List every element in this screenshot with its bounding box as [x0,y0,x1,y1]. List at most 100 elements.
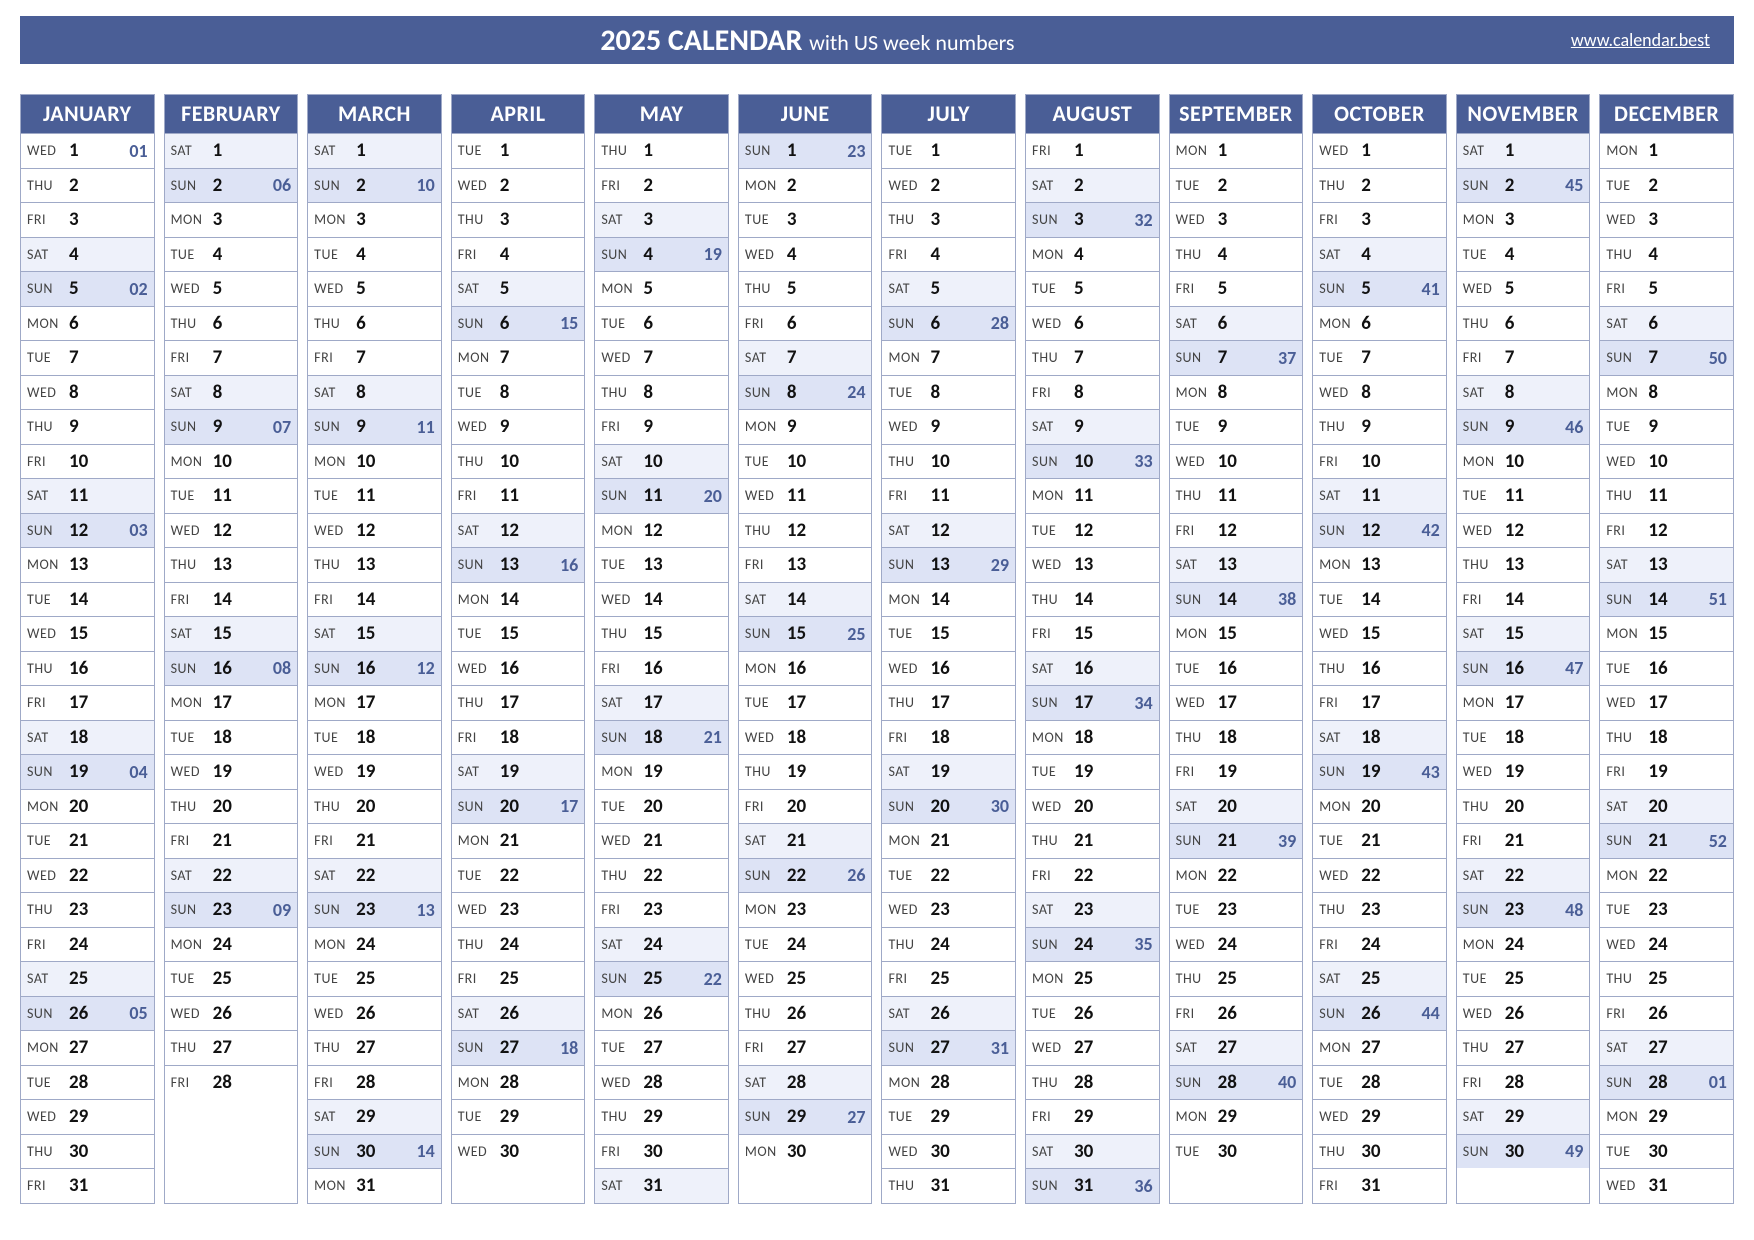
day-number: 18 [498,726,579,749]
day-number: 17 [928,691,1009,714]
day-of-week-label: SUN [1319,280,1359,297]
day-number: 3 [354,208,435,231]
day-row: THU21 [1026,823,1159,858]
header-link[interactable]: www.calendar.best [1571,29,1710,51]
day-number: 29 [641,1105,722,1128]
day-of-week-label: SAT [458,280,498,297]
day-row: WED101 [21,133,154,168]
day-row: THU4 [1170,237,1303,272]
day-of-week-label: WED [171,763,211,780]
day-of-week-label: MON [314,694,354,711]
day-row: WED2 [882,168,1015,203]
day-number: 4 [67,243,148,266]
day-row: MON1 [1170,133,1303,168]
day-row: THU2 [1313,168,1446,203]
day-row: WED19 [308,754,441,789]
day-row: SAT27 [1600,1030,1733,1065]
day-number: 30 [1503,1140,1556,1163]
day-number: 25 [1359,967,1440,990]
day-number: 25 [498,967,579,990]
day-number: 18 [1216,726,1297,749]
day-of-week-label: WED [1606,453,1646,470]
day-row: FRI4 [882,237,1015,272]
day-number: 30 [1359,1140,1440,1163]
day-of-week-label: SUN [1032,211,1072,228]
day-of-week-label: THU [1319,660,1359,677]
day-number: 25 [211,967,292,990]
day-number: 1 [1216,139,1297,162]
day-of-week-label: MON [314,1177,354,1194]
day-of-week-label: SAT [1032,418,1072,435]
week-number: 32 [1125,209,1153,231]
day-number: 1 [1503,139,1584,162]
day-number: 2 [1503,174,1556,197]
day-number: 7 [354,346,435,369]
day-row: WED30 [882,1134,1015,1169]
day-number: 25 [1646,967,1727,990]
day-row: MON4 [1026,237,1159,272]
day-number: 16 [1072,657,1153,680]
day-row: SAT12 [452,513,585,548]
day-number: 21 [1359,829,1440,852]
day-of-week-label: WED [745,970,785,987]
day-row: TUE28 [1313,1065,1446,1100]
day-of-week-label: WED [458,901,498,918]
day-row: SAT2 [1026,168,1159,203]
day-number: 12 [1359,519,1412,542]
day-row: FRI9 [595,409,728,444]
day-number: 11 [1503,484,1584,507]
day-number: 20 [1503,795,1584,818]
day-of-week-label: SUN [888,556,928,573]
day-row: MON14 [882,582,1015,617]
day-number: 14 [67,588,148,611]
day-row: TUE23 [1170,892,1303,927]
day-number: 19 [1646,760,1727,783]
day-number: 7 [1646,346,1699,369]
day-number: 5 [1359,277,1412,300]
day-row: MON17 [165,685,298,720]
day-of-week-label: SAT [888,522,928,539]
day-of-week-label: SUN [1319,522,1359,539]
day-of-week-label: WED [888,177,928,194]
day-row: WED19 [1457,754,1590,789]
day-number: 30 [1646,1140,1727,1163]
month-header: SEPTEMBER [1170,95,1303,133]
day-number: 25 [1216,967,1297,990]
day-of-week-label: TUE [888,867,928,884]
day-of-week-label: MON [314,453,354,470]
day-number: 4 [1503,243,1584,266]
day-of-week-label: WED [458,660,498,677]
day-of-week-label: MON [314,936,354,953]
day-row: MON29 [1600,1099,1733,1134]
day-of-week-label: FRI [1606,522,1646,539]
week-number: 07 [263,416,291,438]
day-number: 5 [1646,277,1727,300]
day-row: TUE4 [165,237,298,272]
day-number: 5 [1072,277,1153,300]
day-of-week-label: SUN [1176,591,1216,608]
day-row: FRI3 [1313,202,1446,237]
day-row: SAT22 [308,858,441,893]
day-number: 8 [211,381,292,404]
week-number: 23 [837,140,865,162]
day-row: SUN210 [308,168,441,203]
day-row: THU9 [21,409,154,444]
day-number: 17 [354,691,435,714]
day-number: 23 [1646,898,1727,921]
day-of-week-label: WED [458,418,498,435]
day-row: TUE13 [595,547,728,582]
day-number: 28 [928,1071,1009,1094]
day-number: 12 [67,519,120,542]
week-number: 48 [1555,899,1583,921]
day-row: FRI26 [1600,996,1733,1031]
day-row: MON26 [595,996,728,1031]
day-row: THU3 [882,202,1015,237]
day-of-week-label: SUN [27,1005,67,1022]
day-row: SAT29 [308,1099,441,1134]
week-number: 41 [1412,278,1440,300]
day-of-week-label: SUN [1463,660,1503,677]
day-number: 6 [1072,312,1153,335]
day-number: 7 [67,346,148,369]
day-number: 18 [785,726,866,749]
day-number: 17 [1072,691,1125,714]
